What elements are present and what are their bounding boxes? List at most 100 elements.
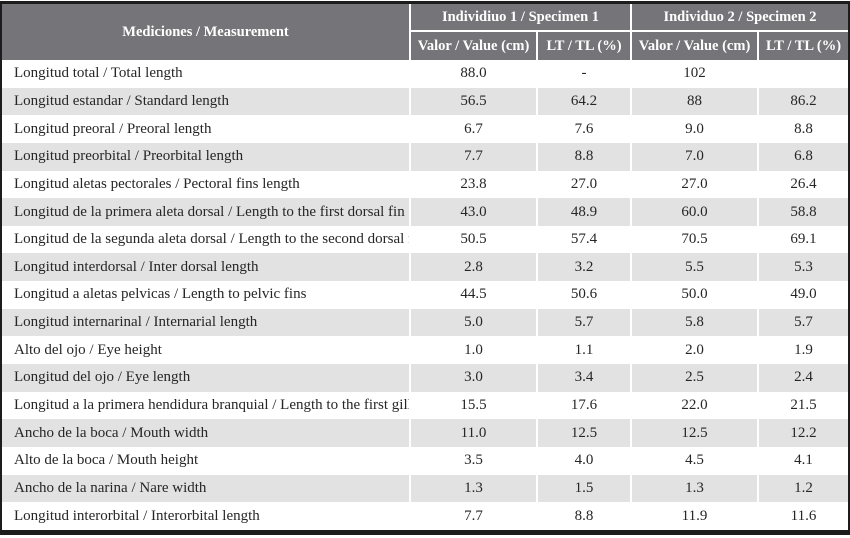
value-cell: 1.1 <box>537 336 632 365</box>
value-cell: 44.5 <box>410 281 538 309</box>
measurement-label: Longitud de la segunda aleta dorsal / Le… <box>2 225 411 254</box>
measurement-label: Longitud interdorsal / Inter dorsal leng… <box>2 253 411 282</box>
table-row: Alto de la boca / Mouth height 3.5 4.0 4… <box>2 446 848 475</box>
table-row: Ancho de la narina / Nare width 1.3 1.5 … <box>2 474 848 503</box>
value-cell: 88.0 <box>410 60 538 88</box>
table-row: Longitud del ojo / Eye length 3.0 3.4 2.… <box>2 364 848 392</box>
measurement-label: Longitud interorbital / Interorbital len… <box>2 502 411 530</box>
table-row: Longitud a aletas pelvicas / Length to p… <box>2 281 848 309</box>
value-cell: 2.4 <box>758 364 848 392</box>
value-cell: 86.2 <box>758 87 848 116</box>
value-cell: 11.9 <box>631 502 759 530</box>
specimen-1-group-header: Individiuo 1 / Specimen 1 <box>410 4 632 32</box>
measurements-table: Mediciones / Measurement Individiuo 1 / … <box>2 4 848 530</box>
value-cell: 2.5 <box>631 364 759 392</box>
value-cell: 23.8 <box>410 170 538 199</box>
value-cell: 27.0 <box>631 170 759 199</box>
table-row: Longitud preorbital / Preorbital length … <box>2 142 848 171</box>
measurement-label: Longitud del ojo / Eye length <box>2 364 411 392</box>
value-cell: 3.5 <box>410 446 538 475</box>
value-cell: 70.5 <box>631 225 759 254</box>
value-cell <box>758 60 848 88</box>
value-cell: 11.0 <box>410 419 538 447</box>
value-cell: 102 <box>631 60 759 88</box>
table-row: Longitud de la primera aleta dorsal / Le… <box>2 198 848 226</box>
value-cell: 17.6 <box>537 391 632 420</box>
measurement-label: Longitud de la primera aleta dorsal / Le… <box>2 198 411 226</box>
measurement-label: Longitud a la primera hendidura branquia… <box>2 391 411 420</box>
header-sub-row: Valor / Value (cm) LT / TL (%) Valor / V… <box>2 31 848 60</box>
measurement-label: Alto del ojo / Eye height <box>2 336 411 365</box>
value-cell: 2.8 <box>410 253 538 282</box>
value-cell: 56.5 <box>410 87 538 116</box>
value-cell: 1.0 <box>410 336 538 365</box>
value-cell: 1.3 <box>410 474 538 503</box>
specimen-1-lt-tl-header: LT / TL (%) <box>537 31 632 60</box>
value-cell: 7.7 <box>410 142 538 171</box>
value-cell: 3.2 <box>537 253 632 282</box>
value-cell: 69.1 <box>758 225 848 254</box>
specimen-2-group-header: Individuo 2 / Specimen 2 <box>631 4 848 32</box>
value-cell: 11.6 <box>758 502 848 530</box>
value-cell: 48.9 <box>537 198 632 226</box>
value-cell: - <box>537 60 632 88</box>
value-cell: 22.0 <box>631 391 759 420</box>
table-row: Alto del ojo / Eye height 1.0 1.1 2.0 1.… <box>2 336 848 365</box>
measurement-label: Ancho de la boca / Mouth width <box>2 419 411 447</box>
value-cell: 8.8 <box>537 502 632 530</box>
value-cell: 5.5 <box>631 253 759 282</box>
measurement-label: Longitud preorbital / Preorbital length <box>2 142 411 171</box>
table-row: Longitud interdorsal / Inter dorsal leng… <box>2 253 848 282</box>
value-cell: 4.0 <box>537 446 632 475</box>
value-cell: 60.0 <box>631 198 759 226</box>
value-cell: 6.8 <box>758 142 848 171</box>
value-cell: 12.5 <box>631 419 759 447</box>
value-cell: 12.5 <box>537 419 632 447</box>
value-cell: 8.8 <box>537 142 632 171</box>
measurement-label: Longitud estandar / Standard length <box>2 87 411 116</box>
value-cell: 9.0 <box>631 115 759 143</box>
specimen-2-lt-tl-header: LT / TL (%) <box>758 31 848 60</box>
table-row: Longitud total / Total length 88.0 - 102 <box>2 60 848 88</box>
table-row: Longitud estandar / Standard length 56.5… <box>2 87 848 116</box>
table-body: Longitud total / Total length 88.0 - 102… <box>2 60 848 530</box>
value-cell: 8.8 <box>758 115 848 143</box>
value-cell: 4.5 <box>631 446 759 475</box>
value-cell: 4.1 <box>758 446 848 475</box>
table-row: Longitud preoral / Preoral length 6.7 7.… <box>2 115 848 143</box>
value-cell: 50.5 <box>410 225 538 254</box>
value-cell: 27.0 <box>537 170 632 199</box>
measurement-label: Ancho de la narina / Nare width <box>2 474 411 503</box>
value-cell: 2.0 <box>631 336 759 365</box>
value-cell: 49.0 <box>758 281 848 309</box>
value-cell: 21.5 <box>758 391 848 420</box>
table-header: Mediciones / Measurement Individiuo 1 / … <box>2 4 848 60</box>
measurement-label: Longitud a aletas pelvicas / Length to p… <box>2 281 411 309</box>
value-cell: 64.2 <box>537 87 632 116</box>
value-cell: 5.3 <box>758 253 848 282</box>
measurement-label: Longitud aletas pectorales / Pectoral fi… <box>2 170 411 199</box>
value-cell: 3.0 <box>410 364 538 392</box>
table-row: Longitud de la segunda aleta dorsal / Le… <box>2 225 848 254</box>
value-cell: 5.8 <box>631 308 759 337</box>
table-row: Longitud aletas pectorales / Pectoral fi… <box>2 170 848 199</box>
value-cell: 5.0 <box>410 308 538 337</box>
value-cell: 58.8 <box>758 198 848 226</box>
value-cell: 7.7 <box>410 502 538 530</box>
value-cell: 26.4 <box>758 170 848 199</box>
measurement-column-header: Mediciones / Measurement <box>2 4 411 60</box>
value-cell: 57.4 <box>537 225 632 254</box>
measurement-label: Longitud preoral / Preoral length <box>2 115 411 143</box>
value-cell: 7.0 <box>631 142 759 171</box>
value-cell: 88 <box>631 87 759 116</box>
specimen-1-value-header: Valor / Value (cm) <box>410 31 538 60</box>
measurement-label: Longitud internarinal / Internarial leng… <box>2 308 411 337</box>
value-cell: 3.4 <box>537 364 632 392</box>
value-cell: 5.7 <box>758 308 848 337</box>
header-group-row: Mediciones / Measurement Individiuo 1 / … <box>2 4 848 60</box>
value-cell: 1.2 <box>758 474 848 503</box>
specimen-2-value-header: Valor / Value (cm) <box>631 31 759 60</box>
table-row: Ancho de la boca / Mouth width 11.0 12.5… <box>2 419 848 447</box>
